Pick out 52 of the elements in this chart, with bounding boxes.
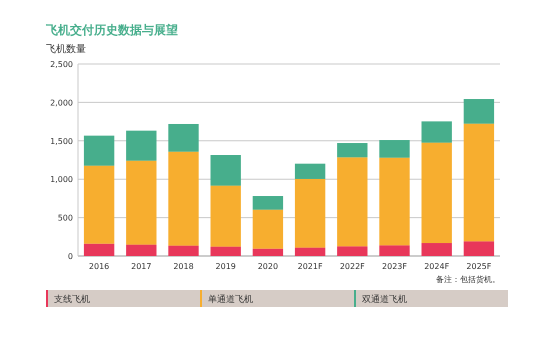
bar: [464, 99, 494, 124]
bar: [252, 210, 284, 249]
y-tick-label: 1,500: [50, 136, 73, 146]
bar: [126, 160, 156, 245]
bar: [168, 246, 199, 256]
bar: [337, 143, 368, 158]
bar: [337, 157, 368, 246]
bar: [294, 248, 326, 256]
bar: [126, 244, 156, 256]
bar: [379, 140, 410, 158]
bar: [294, 164, 326, 179]
y-tick-label: 1,000: [50, 175, 73, 184]
x-tick-label: 2019: [216, 262, 236, 271]
x-tick-label: 2017: [131, 262, 152, 271]
bar: [252, 196, 284, 210]
bar: [252, 248, 284, 256]
x-tick-label: 2023F: [382, 262, 408, 271]
bar: [84, 244, 114, 256]
legend-label: 双通道飞机: [362, 294, 407, 305]
bar: [168, 152, 199, 246]
bar: [84, 136, 114, 166]
y-tick-label: 0: [68, 252, 73, 261]
x-tick-label: 2016: [88, 262, 110, 271]
bar: [379, 245, 410, 256]
bar: [422, 142, 452, 244]
bar: [210, 155, 241, 186]
bar: [294, 178, 326, 248]
bar: [337, 246, 368, 256]
bar: [168, 124, 199, 152]
y-tick-label: 2,500: [50, 60, 73, 69]
bar: [84, 166, 114, 244]
bar: [210, 246, 241, 256]
x-tick-label: 2018: [173, 262, 194, 271]
legend-label: 单通道飞机: [208, 294, 253, 305]
bar: [379, 158, 410, 246]
bar: [210, 186, 241, 247]
chart-title: 飞机交付历史数据与展望: [45, 23, 178, 37]
x-tick-label: 2024F: [424, 262, 450, 271]
x-tick-label: 2025F: [466, 262, 492, 271]
bar: [422, 243, 452, 256]
x-tick-label: 2021F: [298, 262, 323, 271]
bar: [464, 124, 494, 242]
x-tick-label: 2022F: [340, 262, 366, 271]
y-axis-title: 飞机数量: [46, 43, 86, 55]
y-tick-label: 500: [58, 214, 73, 223]
bar: [464, 241, 494, 256]
x-tick-label: 2020: [258, 262, 278, 271]
text: 备注：包括货机。: [436, 275, 500, 284]
bar: [126, 130, 156, 161]
bar: [422, 121, 452, 143]
legend-label: 支线飞机: [54, 294, 90, 305]
y-tick-label: 2,000: [50, 98, 73, 108]
